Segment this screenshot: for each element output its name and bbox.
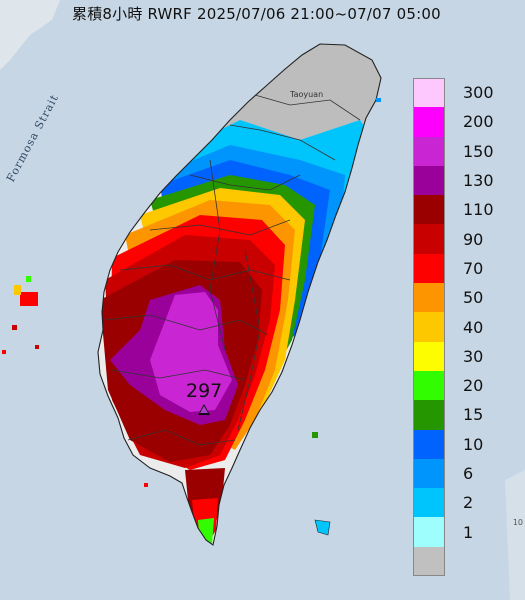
county-boundaries [104,94,361,446]
legend-label: 30 [463,346,484,366]
legend-row: 300 [413,78,518,108]
legend-label: 6 [463,464,474,483]
legend-row: 50 [413,283,518,313]
legend-label: 130 [463,171,494,191]
legend-swatch [413,283,445,313]
penghu-islands [2,276,39,354]
legend-swatch [413,341,445,371]
legend-swatch [413,400,445,430]
legend-label: 50 [463,288,484,308]
legend-label: 40 [463,317,484,337]
legend-swatch [413,458,445,489]
legend-label: 10 [463,434,484,454]
legend-row: 90 [413,224,518,254]
legend-row: 150 [413,136,518,166]
legend-row [413,546,518,577]
rainfall-field [98,44,381,545]
orchid-island [314,519,331,536]
legend-swatch [413,136,445,166]
legend-label: 1 [463,522,474,542]
legend-swatch [413,488,445,518]
legend-row: 6 [413,458,518,489]
legend-row: 200 [413,107,518,137]
legend-row: 10 [413,429,518,459]
islands-east [505,470,525,600]
legend-swatch [413,517,445,547]
legend-row: 2 [413,488,518,518]
legend-swatch [413,370,445,401]
legend-label: 90 [463,229,484,249]
legend-swatch [413,165,445,196]
legend-swatch [413,107,445,137]
city-label: Taoyuan [290,90,324,99]
legend-swatch [413,78,445,108]
liuqiu-island [144,483,148,487]
legend-label: 15 [463,405,484,425]
legend-row: 110 [413,195,518,225]
legend-label: 200 [463,112,494,132]
legend-label: 150 [463,141,494,161]
rainfall-legend: 300 200 150 130 110 90 70 50 40 30 20 15 10 6 2 1 [413,78,518,577]
legend-swatch [413,224,445,254]
legend-row: 40 [413,312,518,342]
peak-triangle-icon [198,404,210,415]
legend-label: 300 [463,83,494,103]
legend-row: 1 [413,517,518,547]
legend-swatch [413,546,445,577]
edge-label: 10 [512,518,523,527]
legend-label: 70 [463,258,484,278]
green-island [312,432,318,438]
legend-swatch [413,195,445,225]
legend-swatch [413,429,445,459]
legend-label: 20 [463,376,484,396]
map-title: 累積8小時 RWRF 2025/07/06 21:00~07/07 05:00 [72,5,441,23]
legend-swatch [413,312,445,342]
legend-row: 70 [413,253,518,284]
peak-value-label: 297 [186,380,223,402]
legend-row: 20 [413,370,518,401]
legend-row: 30 [413,341,518,371]
legend-label: 110 [463,200,494,220]
legend-label: 2 [463,493,474,513]
mainland-coast [0,0,60,70]
guishan-island [376,98,381,102]
legend-row: 130 [413,165,518,196]
legend-row: 15 [413,400,518,430]
taiwan-coastline [97,43,382,546]
legend-swatch [413,253,445,284]
